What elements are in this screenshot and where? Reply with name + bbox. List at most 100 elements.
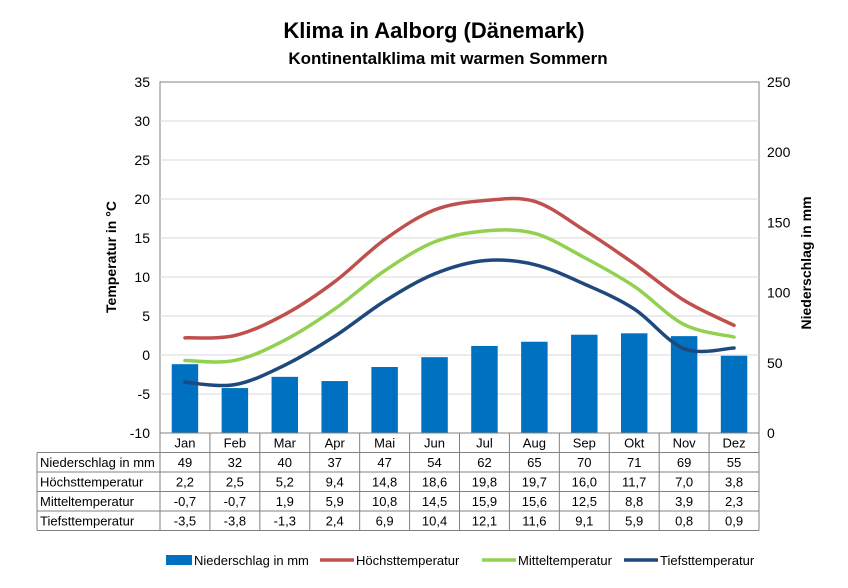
- table-row-label: Mitteltemperatur: [40, 494, 135, 509]
- right-tick-label: 200: [767, 144, 791, 160]
- data-label: 2,5: [226, 475, 244, 490]
- data-label: 10,8: [372, 494, 397, 509]
- data-label: -3,5: [174, 514, 196, 529]
- x-tick-label: Nov: [673, 436, 697, 451]
- data-label: 16,0: [572, 475, 597, 490]
- table-row-label: Höchsttemperatur: [40, 475, 144, 490]
- data-label: 19,7: [522, 475, 547, 490]
- data-label: 2,3: [725, 494, 743, 509]
- data-label: 0,9: [725, 514, 743, 529]
- series-line-tiefsttemperatur: [183, 258, 736, 388]
- table-row-label: Niederschlag in mm: [40, 455, 155, 470]
- data-label: 70: [577, 455, 591, 470]
- left-tick-label: 35: [134, 74, 150, 90]
- legend-label: Niederschlag in mm: [194, 553, 309, 568]
- chart-title: Klima in Aalborg (Dänemark): [283, 18, 584, 43]
- left-tick-label: -10: [130, 425, 150, 441]
- left-tick-label: 10: [134, 269, 150, 285]
- data-label: 5,9: [625, 514, 643, 529]
- data-label: 15,9: [472, 494, 497, 509]
- data-label: 54: [427, 455, 441, 470]
- series-line-mitteltemperatur: [183, 228, 736, 364]
- data-label: 3,9: [675, 494, 693, 509]
- data-label: 8,8: [625, 494, 643, 509]
- left-tick-label: 25: [134, 152, 150, 168]
- precipitation-bar: [421, 357, 448, 433]
- data-label: 37: [327, 455, 341, 470]
- precipitation-bar: [471, 345, 498, 433]
- data-label: 14,5: [422, 494, 447, 509]
- legend-label: Mitteltemperatur: [518, 553, 613, 568]
- x-tick-label: Aug: [523, 436, 546, 451]
- data-label: 47: [377, 455, 391, 470]
- chart-subtitle: Kontinentalklima mit warmen Sommern: [288, 49, 607, 68]
- data-label: 7,0: [675, 475, 693, 490]
- left-tick-label: 5: [142, 308, 150, 324]
- left-tick-label: 0: [142, 347, 150, 363]
- data-label: 19,8: [472, 475, 497, 490]
- right-tick-label: 150: [767, 214, 791, 230]
- legend-label: Höchsttemperatur: [356, 553, 460, 568]
- x-tick-label: Jul: [476, 436, 493, 451]
- right-axis-ticks: 250 200 150 100 50 0: [767, 74, 791, 441]
- precipitation-bars: [171, 333, 748, 433]
- data-label: 9,4: [326, 475, 344, 490]
- data-label: -0,7: [174, 494, 196, 509]
- data-label: 12,1: [472, 514, 497, 529]
- data-label: 6,9: [376, 514, 394, 529]
- data-label: 10,4: [422, 514, 447, 529]
- right-tick-label: 100: [767, 285, 791, 301]
- precipitation-bar: [571, 334, 598, 433]
- right-tick-label: 0: [767, 425, 775, 441]
- left-axis-ticks: 35 30 25 20 15 10 5 0 -5 -10: [130, 74, 150, 441]
- x-tick-label: Mar: [274, 436, 297, 451]
- x-tick-label: Dez: [722, 436, 745, 451]
- precipitation-bar: [221, 388, 249, 433]
- x-tick-label: Mai: [374, 436, 395, 451]
- left-tick-label: -5: [138, 386, 151, 402]
- data-label: 2,4: [326, 514, 344, 529]
- gridlines: [160, 120, 759, 395]
- precipitation-bar: [271, 376, 299, 433]
- data-label: 11,7: [622, 475, 646, 490]
- x-tick-label: Okt: [624, 436, 645, 451]
- table-row-label: Tiefsttemperatur: [40, 514, 135, 529]
- x-tick-label: Feb: [224, 436, 246, 451]
- data-label: 2,2: [176, 475, 194, 490]
- data-label: -3,8: [224, 514, 246, 529]
- data-label: 49: [178, 455, 192, 470]
- legend: Niederschlag in mm Höchsttemperatur Mittel…: [166, 553, 755, 568]
- precipitation-bar: [720, 355, 748, 433]
- left-tick-label: 15: [134, 230, 150, 246]
- plot-area: [159, 81, 760, 434]
- data-label: 69: [677, 455, 691, 470]
- data-label: 5,9: [326, 494, 344, 509]
- data-label: 32: [228, 455, 242, 470]
- left-tick-label: 30: [134, 113, 150, 129]
- data-label: 1,9: [276, 494, 294, 509]
- data-label: 55: [727, 455, 741, 470]
- x-tick-label: Apr: [325, 436, 346, 451]
- data-label: 9,1: [575, 514, 593, 529]
- x-tick-label: Jun: [424, 436, 445, 451]
- temperature-lines: [183, 196, 736, 388]
- legend-swatch: [166, 555, 192, 565]
- right-axis-label: Niederschlag in mm: [798, 196, 814, 329]
- right-tick-label: 250: [767, 74, 791, 90]
- precipitation-bar: [521, 341, 548, 433]
- data-label: 0,8: [675, 514, 693, 529]
- precipitation-bar: [321, 381, 348, 433]
- precipitation-bar: [171, 364, 199, 433]
- precipitation-bar: [371, 367, 398, 433]
- series-line-höchsttemperatur: [183, 196, 736, 340]
- x-tick-label: Sep: [573, 436, 596, 451]
- left-tick-label: 20: [134, 191, 150, 207]
- data-label: 62: [477, 455, 491, 470]
- data-label: 12,5: [572, 494, 597, 509]
- x-tick-label: Jan: [174, 436, 195, 451]
- data-label: 3,8: [725, 475, 743, 490]
- right-tick-label: 50: [767, 355, 783, 371]
- data-label: 65: [527, 455, 541, 470]
- data-table: Jan Feb Mar Apr Mai Jun Jul Aug Sep Okt Nov Dez Nied…: [36, 432, 760, 531]
